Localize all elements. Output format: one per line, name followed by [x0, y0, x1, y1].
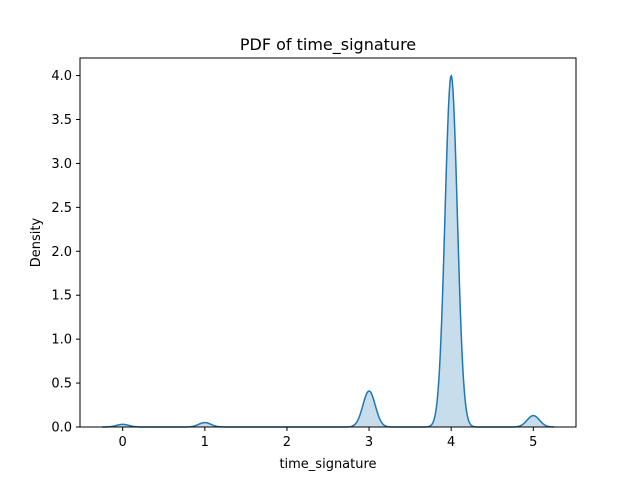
- x-tick-label: 0: [119, 435, 127, 450]
- x-axis: 0 1 2 3 4 5: [119, 427, 537, 450]
- axes-frame: [79, 57, 577, 428]
- y-tick-label: 0.5: [51, 377, 72, 392]
- y-tick-label: 3.5: [51, 113, 72, 128]
- y-tick-label: 0.0: [51, 421, 72, 436]
- x-tick-label: 4: [447, 435, 455, 450]
- y-tick-label: 3.0: [51, 157, 72, 172]
- x-tick-label: 2: [283, 435, 291, 450]
- y-tick-label: 1.0: [51, 333, 72, 348]
- y-tick-label: 4.0: [51, 69, 72, 84]
- y-axis: 0.0 0.5 1.0 1.5 2.0 2.5 3.0 3.5 4.0: [51, 69, 80, 436]
- y-tick-label: 1.5: [51, 289, 72, 304]
- x-tick-label: 3: [365, 435, 373, 450]
- x-tick-label: 1: [201, 435, 209, 450]
- x-tick-label: 5: [529, 435, 537, 450]
- x-axis-label: time_signature: [279, 457, 376, 472]
- y-axis-label: Density: [29, 217, 44, 267]
- chart-title: PDF of time_signature: [240, 35, 416, 55]
- y-tick-label: 2.0: [51, 245, 72, 260]
- y-tick-label: 2.5: [51, 201, 72, 216]
